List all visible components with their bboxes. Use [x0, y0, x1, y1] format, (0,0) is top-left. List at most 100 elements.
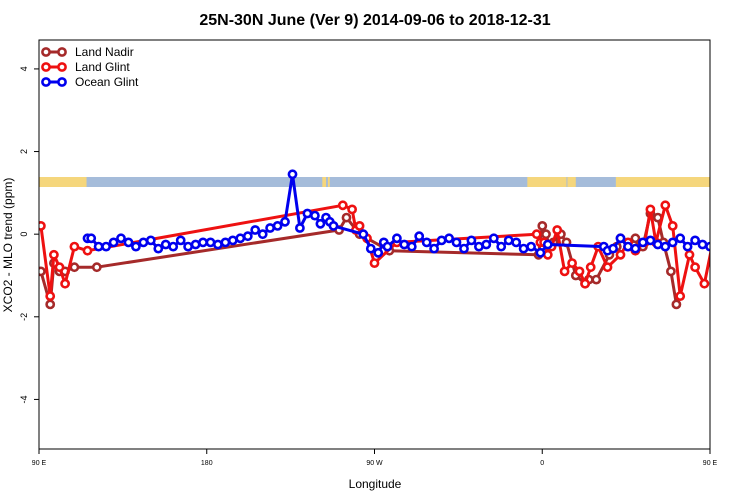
- land-strip: [327, 177, 330, 187]
- data-point: [414, 231, 425, 242]
- data-point: [667, 237, 678, 248]
- land-strip: [615, 177, 710, 187]
- data-point: [265, 223, 275, 233]
- legend-marker: [41, 62, 51, 72]
- legend-marker: [41, 77, 51, 87]
- data-point: [242, 231, 253, 242]
- data-point: [675, 233, 686, 244]
- data-point: [421, 237, 432, 248]
- data-point: [45, 299, 56, 310]
- land-strip: [527, 177, 567, 187]
- data-point: [315, 218, 326, 229]
- data-point: [580, 278, 590, 289]
- data-point: [541, 229, 551, 240]
- legend-label: Ocean Glint: [75, 75, 139, 89]
- data-point: [652, 239, 663, 250]
- data-point: [585, 262, 596, 273]
- data-point: [369, 258, 380, 268]
- data-point: [671, 299, 682, 310]
- land-strip: [567, 177, 576, 187]
- data-point: [615, 233, 626, 244]
- data-point: [615, 249, 626, 260]
- data-point: [591, 274, 602, 285]
- data-point: [294, 223, 305, 233]
- x-tick-label: 90 E: [703, 460, 718, 467]
- data-point: [60, 278, 70, 289]
- y-tick-label: -4: [19, 395, 29, 403]
- land-strip: [322, 177, 327, 187]
- x-tick-label: 180: [201, 460, 213, 467]
- x-axis-label: Longitude: [349, 477, 402, 491]
- data-point: [108, 237, 119, 248]
- series-2: [82, 169, 750, 258]
- data-point: [526, 241, 536, 252]
- data-point: [153, 243, 164, 254]
- data-point: [537, 220, 548, 231]
- data-point: [399, 239, 410, 250]
- data-point: [496, 241, 507, 252]
- data-point: [86, 233, 97, 244]
- data-point: [542, 249, 553, 260]
- data-point: [138, 237, 149, 248]
- data-point: [684, 249, 695, 260]
- data-point: [82, 245, 93, 256]
- data-point: [93, 241, 104, 252]
- data-point: [436, 235, 447, 246]
- data-point: [623, 241, 633, 252]
- data-point: [744, 241, 750, 248]
- data-point: [511, 237, 522, 248]
- x-tick-label: 90 W: [366, 460, 383, 467]
- data-point: [660, 241, 671, 252]
- data-point: [123, 237, 134, 248]
- ocean-strip: [39, 177, 710, 187]
- data-point: [503, 235, 514, 246]
- data-point: [391, 233, 402, 244]
- data-point: [459, 243, 469, 254]
- legend-marker: [57, 77, 67, 87]
- data-point: [682, 241, 693, 252]
- x-tick-label: 90 E: [32, 460, 47, 467]
- y-tick-label: 4: [19, 66, 29, 71]
- data-point: [638, 237, 648, 248]
- legend-marker: [57, 62, 67, 72]
- data-point: [39, 266, 46, 277]
- data-point: [630, 243, 641, 254]
- data-point: [250, 225, 261, 235]
- x-axis: 90 E 180 90 W 0 90 E: [32, 449, 718, 467]
- plot-content: [39, 169, 750, 310]
- data-point: [358, 229, 369, 240]
- data-point: [535, 247, 546, 258]
- data-point: [373, 247, 384, 258]
- data-point: [699, 278, 710, 289]
- y-tick-label: 0: [19, 232, 29, 237]
- data-point: [444, 233, 454, 244]
- legend-item: Land Glint: [41, 60, 130, 74]
- data-point: [354, 220, 365, 231]
- data-point: [365, 243, 376, 254]
- legend-item: Ocean Glint: [41, 75, 139, 89]
- data-point: [690, 235, 700, 246]
- data-point: [705, 241, 710, 252]
- data-point: [488, 233, 499, 244]
- data-point: [697, 239, 708, 250]
- data-point: [630, 233, 641, 244]
- data-point: [481, 239, 492, 250]
- data-point: [49, 249, 59, 260]
- legend-marker: [57, 47, 67, 57]
- chart-title: 25N-30N June (Ver 9) 2014-09-06 to 2018-…: [199, 12, 550, 29]
- series-line: [39, 203, 710, 298]
- data-point: [559, 266, 570, 277]
- data-point: [714, 239, 721, 246]
- data-point: [227, 235, 238, 246]
- data-point: [183, 241, 193, 252]
- data-point: [69, 241, 80, 252]
- data-point: [451, 237, 462, 248]
- data-point: [552, 225, 563, 235]
- data-point: [721, 235, 728, 242]
- data-point: [727, 202, 734, 209]
- data-point: [645, 204, 656, 215]
- data-point: [302, 208, 313, 219]
- data-point: [160, 239, 171, 250]
- data-point: [39, 221, 46, 231]
